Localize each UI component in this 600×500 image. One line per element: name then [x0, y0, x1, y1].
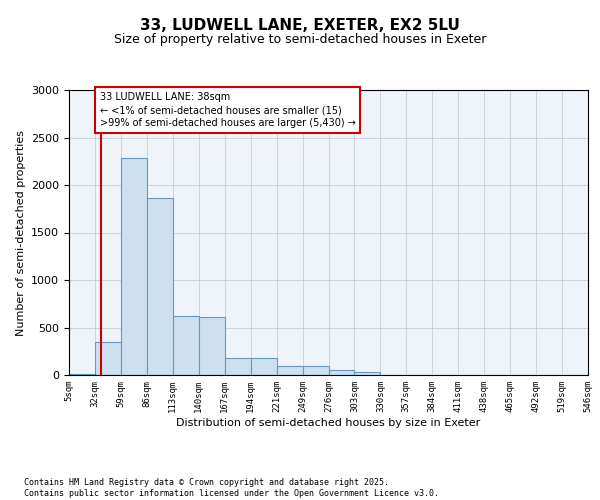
- Text: 33, LUDWELL LANE, EXETER, EX2 5LU: 33, LUDWELL LANE, EXETER, EX2 5LU: [140, 18, 460, 32]
- Bar: [277, 366, 302, 375]
- X-axis label: Distribution of semi-detached houses by size in Exeter: Distribution of semi-detached houses by …: [176, 418, 481, 428]
- Text: Contains HM Land Registry data © Crown copyright and database right 2025.
Contai: Contains HM Land Registry data © Crown c…: [24, 478, 439, 498]
- Text: 33 LUDWELL LANE: 38sqm
← <1% of semi-detached houses are smaller (15)
>99% of se: 33 LUDWELL LANE: 38sqm ← <1% of semi-det…: [100, 92, 356, 128]
- Bar: [147, 198, 173, 375]
- Y-axis label: Number of semi-detached properties: Number of semi-detached properties: [16, 130, 26, 336]
- Bar: [173, 316, 199, 375]
- Bar: [69, 374, 95, 375]
- Bar: [302, 366, 329, 375]
- Bar: [121, 158, 147, 375]
- Bar: [224, 358, 251, 375]
- Bar: [199, 317, 224, 375]
- Bar: [355, 372, 380, 375]
- Bar: [251, 358, 277, 375]
- Bar: [329, 370, 355, 375]
- Text: Size of property relative to semi-detached houses in Exeter: Size of property relative to semi-detach…: [114, 32, 486, 46]
- Bar: [95, 342, 121, 375]
